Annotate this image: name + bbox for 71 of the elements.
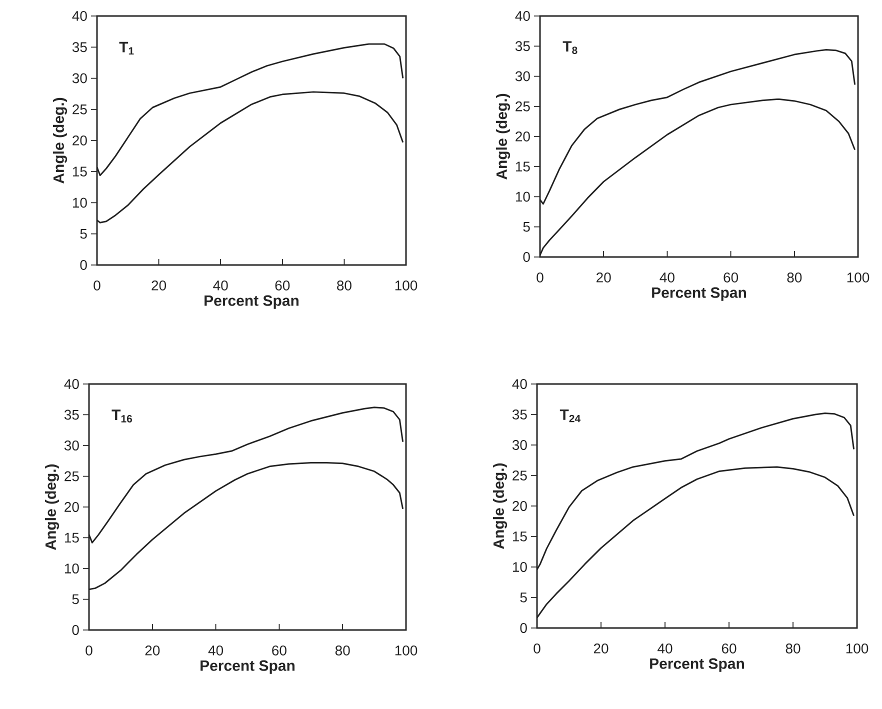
x-tick-label: 80 <box>786 644 800 654</box>
y-tick-label: 0 <box>520 623 527 633</box>
y-tick-label: 35 <box>72 42 87 52</box>
x-tick-label: 100 <box>395 280 418 290</box>
y-tick-label: 30 <box>512 440 527 450</box>
y-tick-label: 40 <box>64 379 79 389</box>
y-tick-label: 20 <box>64 502 79 512</box>
y-tick-label: 40 <box>515 11 530 21</box>
y-tick-label: 35 <box>512 410 527 420</box>
x-tick-label: 60 <box>272 646 286 656</box>
x-tick-label: 0 <box>534 644 540 654</box>
x-tick-label: 20 <box>594 644 608 654</box>
x-tick-label: 20 <box>152 280 166 290</box>
y-tick-label: 30 <box>72 73 87 84</box>
y-tick-label: 15 <box>72 166 87 177</box>
y-tick-label: 25 <box>516 101 530 112</box>
y-tick-label: 25 <box>64 471 79 482</box>
y-tick-label: 0 <box>72 625 79 635</box>
x-tick-label: 60 <box>275 280 290 290</box>
x-tick-label: 60 <box>722 644 736 654</box>
y-tick-label: 0 <box>80 260 87 270</box>
y-tick-label: 25 <box>512 470 527 480</box>
y-tick-label: 5 <box>523 222 530 232</box>
y-tick-label: 30 <box>515 71 530 82</box>
x-axis-title: Percent Span <box>652 287 746 301</box>
y-tick-label: 5 <box>520 592 527 602</box>
x-tick-label: 40 <box>208 646 224 656</box>
annotation: T$_{24}$ <box>560 409 581 422</box>
x-tick-label: 40 <box>213 280 228 290</box>
y-tick-label: 20 <box>72 136 87 146</box>
x-tick-label: 20 <box>145 646 160 656</box>
x-tick-label: 40 <box>658 644 672 654</box>
y-tick-label: 40 <box>512 379 527 389</box>
x-tick-label: 0 <box>94 280 100 290</box>
y-tick-label: 20 <box>516 132 530 142</box>
annotation: T$_{1}$ <box>119 42 134 55</box>
y-tick-label: 20 <box>512 501 527 511</box>
y-tick-label: 15 <box>64 532 79 543</box>
x-axis-title: Percent Span <box>200 660 294 674</box>
y-tick-label: 15 <box>512 532 527 542</box>
x-tick-label: 80 <box>787 272 802 282</box>
y-tick-label: 35 <box>64 410 79 420</box>
y-tick-label: 5 <box>80 228 87 239</box>
x-tick-label: 100 <box>846 644 868 654</box>
y-axis-title: Angle (deg.) <box>44 464 60 550</box>
y-tick-label: 0 <box>523 252 530 262</box>
x-tick-label: 80 <box>337 280 352 290</box>
annotation: T$_{8}$ <box>562 41 578 54</box>
y-tick-label: 10 <box>512 562 527 572</box>
y-tick-label: 10 <box>72 198 87 208</box>
x-tick-label: 0 <box>536 272 544 282</box>
y-tick-label: 30 <box>64 440 79 450</box>
x-tick-label: 40 <box>660 272 674 282</box>
y-axis-title: Angle (deg.) <box>492 463 508 549</box>
y-tick-label: 10 <box>516 192 530 202</box>
y-tick-label: 5 <box>72 594 79 604</box>
x-axis-title: Percent Span <box>204 295 298 309</box>
y-tick-label: 40 <box>72 11 87 21</box>
y-tick-label: 15 <box>516 162 530 172</box>
annotation: T$_{16}$ <box>112 410 132 422</box>
y-axis-title: Angle (deg.) <box>52 98 68 184</box>
x-tick-label: 20 <box>596 272 611 282</box>
x-tick-label: 100 <box>847 272 870 282</box>
y-tick-label: 35 <box>515 41 530 52</box>
y-axis-title: Angle (deg.) <box>496 94 510 180</box>
y-tick-label: 10 <box>64 564 79 574</box>
x-tick-label: 60 <box>724 272 738 282</box>
x-tick-label: 80 <box>335 646 350 656</box>
x-tick-label: 100 <box>395 646 418 656</box>
y-tick-label: 25 <box>72 104 87 114</box>
x-axis-title: Percent Span <box>650 658 744 672</box>
